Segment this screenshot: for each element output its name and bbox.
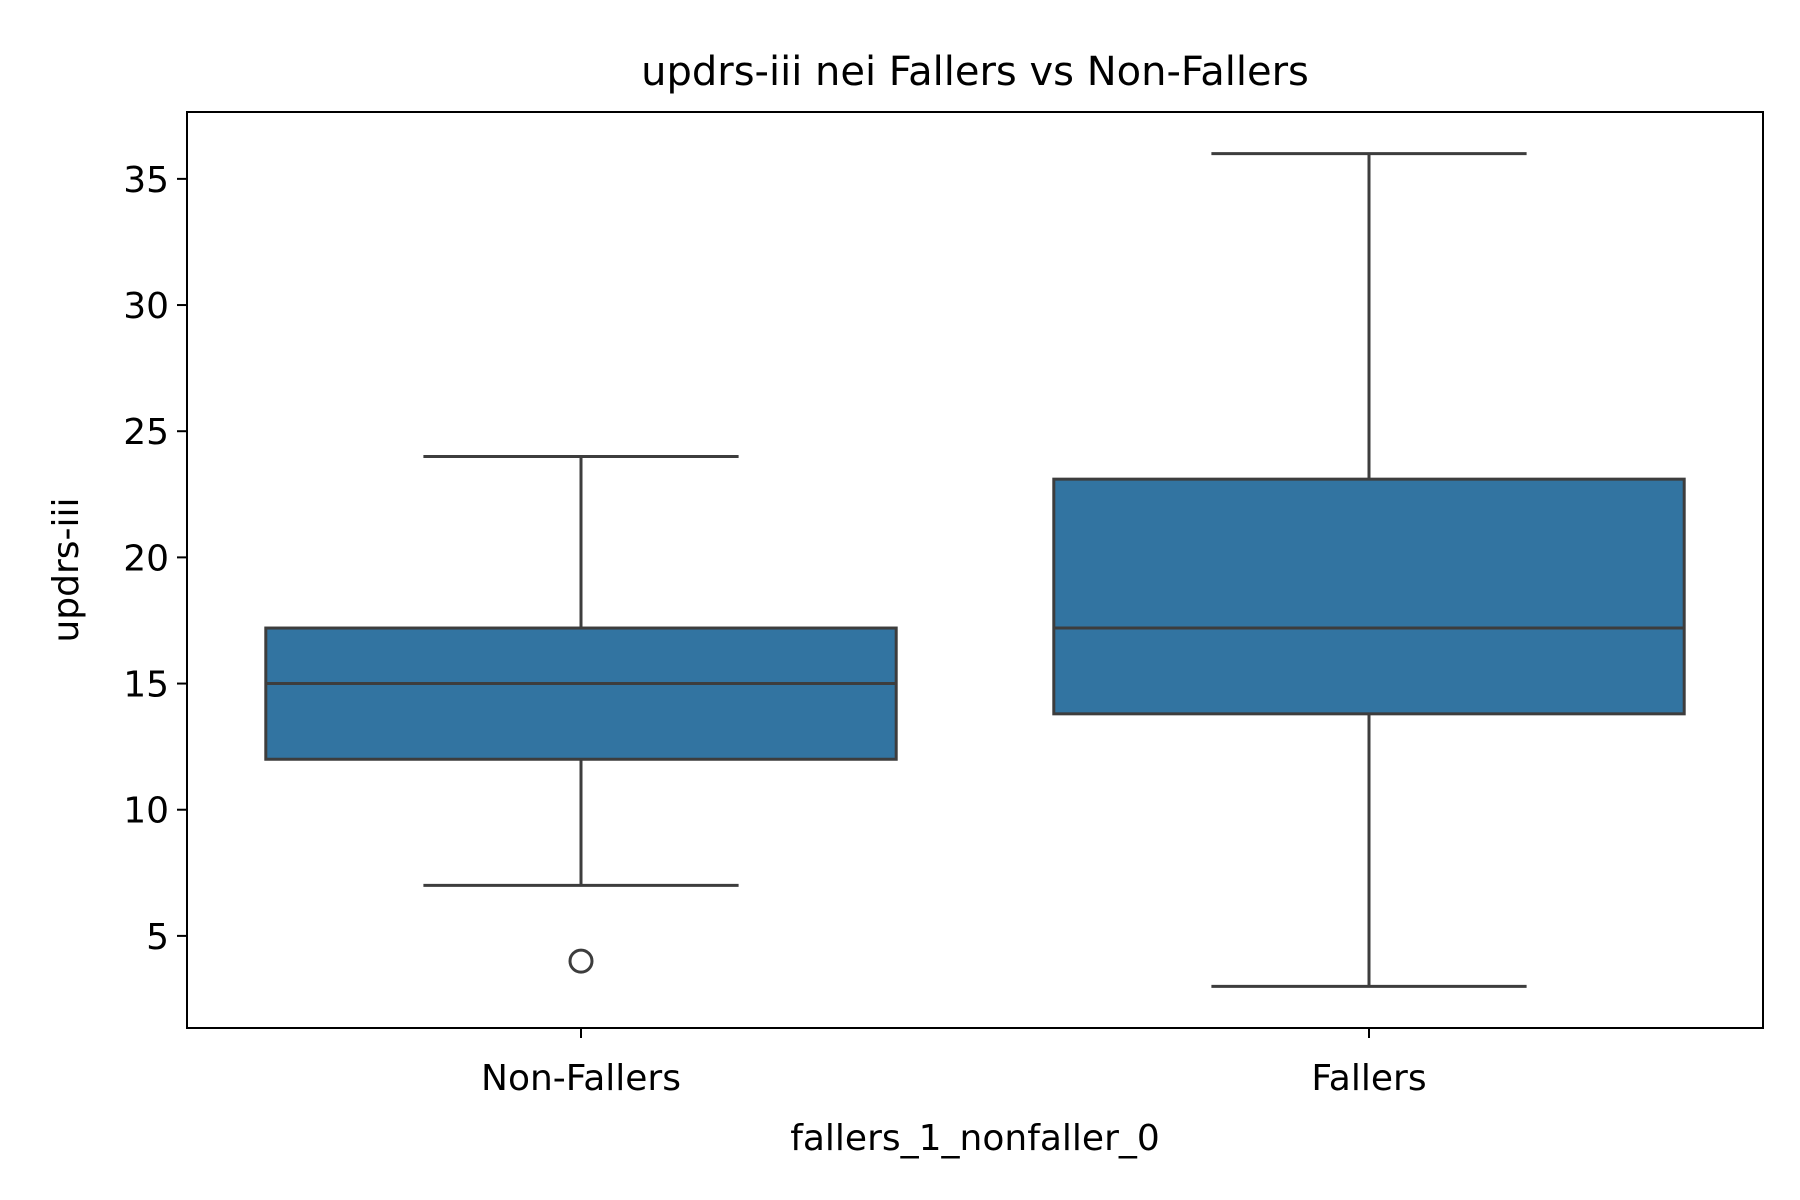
plot-frame: [186, 111, 1764, 1029]
y-axis-label: updrs-iii: [46, 497, 87, 642]
x-axis: Non-Fallers Fallers: [481, 1028, 1427, 1099]
plot-area: [264, 152, 1686, 988]
y-axis: 5 10 15 20 25 30 35: [123, 160, 187, 958]
x-tick-label-non-fallers: Non-Fallers: [481, 1058, 681, 1099]
box-fallers: [1052, 477, 1686, 716]
y-tick-label-25: 25: [123, 412, 169, 453]
y-tick-label-5: 5: [146, 917, 169, 958]
outlier-point-non-fallers-0: [568, 948, 594, 974]
y-tick-label-10: 10: [123, 791, 169, 832]
chart-title: updrs-iii nei Fallers vs Non-Fallers: [641, 49, 1309, 95]
box-non-fallers: [264, 626, 898, 761]
x-axis-label: fallers_1_nonfaller_0: [790, 1118, 1160, 1159]
box-group-fallers: [1052, 152, 1686, 988]
y-tick-label-35: 35: [123, 160, 169, 201]
box-group-non-fallers: [264, 454, 898, 974]
y-tick-label-20: 20: [123, 538, 169, 579]
y-tick-label-15: 15: [123, 665, 169, 706]
x-tick-label-fallers: Fallers: [1311, 1058, 1426, 1099]
y-tick-label-30: 30: [123, 286, 169, 327]
